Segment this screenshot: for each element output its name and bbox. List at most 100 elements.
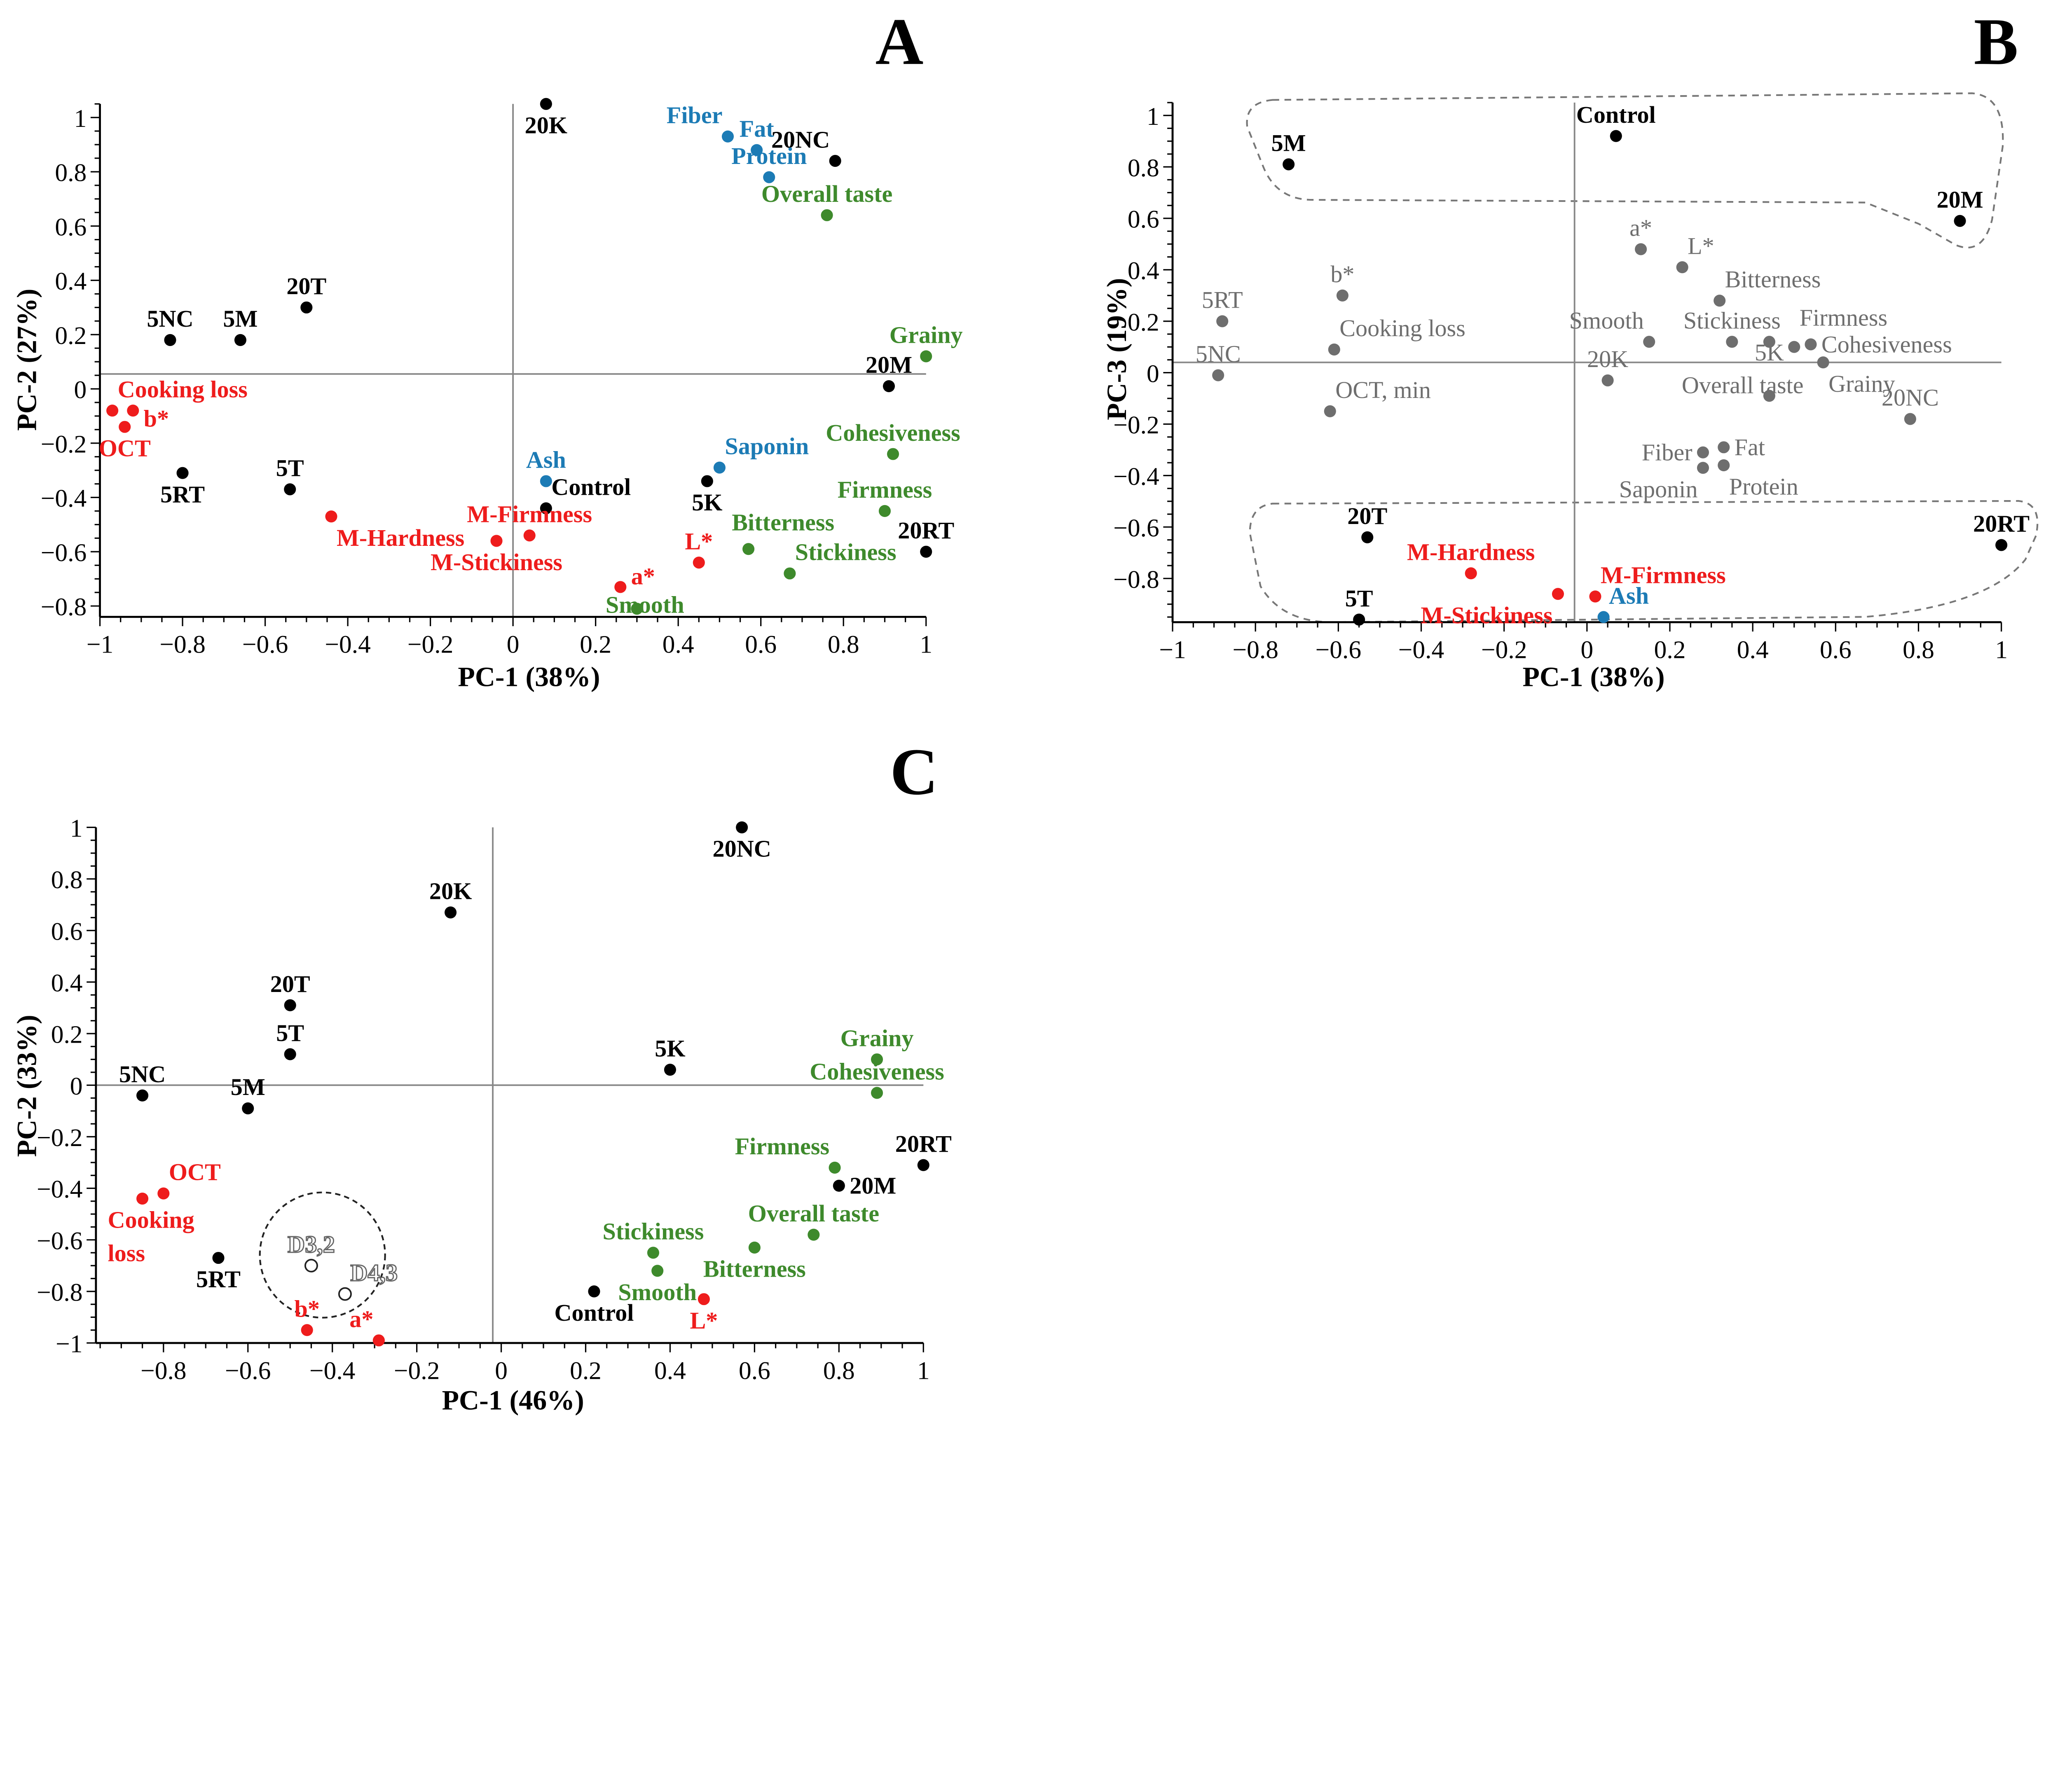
data-point [829,1161,841,1174]
data-point-group: M-Hardness [325,510,464,551]
data-point-group: Bitterness [1714,266,1821,307]
data-point-label: 20T [1347,503,1387,529]
y-tick-label: −0.8 [41,593,87,621]
data-point [540,475,552,487]
data-point-group: 20RT [1973,510,2030,551]
data-point [878,505,891,517]
data-point-group: 5T [1345,585,1373,626]
data-point-label: 20NC [1882,384,1939,411]
data-point [1726,336,1738,348]
y-tick-label: 1 [1147,103,1159,131]
data-point-label: 20NC [713,835,771,862]
data-point [284,483,296,496]
data-point-label: L* [690,1307,718,1334]
data-point-group: M-Stickiness [1421,588,1564,629]
data-point-label: Firmness [1800,304,1887,331]
data-point-label: Cooking loss [1339,315,1465,342]
x-tick-label: −0.6 [225,1357,271,1385]
data-point [1817,356,1829,369]
data-point-label: 5M [223,305,258,332]
x-tick-label: −0.8 [159,631,205,659]
data-point-group: Smooth [606,591,684,618]
data-point [698,1293,710,1305]
particle-size-cluster-outline [259,1191,386,1319]
data-point-group: Fiber [1642,439,1709,466]
data-point [1324,405,1336,417]
data-point [651,1265,664,1277]
data-point [242,1102,254,1115]
data-point [829,155,841,167]
data-point [693,557,705,569]
data-point [1610,130,1622,142]
data-point-group: Grainy [840,1025,914,1066]
data-point-label: 5RT [1202,286,1243,313]
x-tick-label: −0.2 [394,1357,440,1385]
data-point-group: 20T [286,273,326,313]
data-point-group: Grainy [1817,356,1895,397]
data-point-group: Stickiness [784,539,897,580]
data-point-group: 5T [276,1020,304,1060]
data-point-group: OCT, min [1324,377,1431,417]
data-point-label: Stickiness [795,539,897,566]
data-point-label: Cooking loss [118,376,248,402]
data-point [588,1285,600,1298]
data-point-group: 5RT [1202,286,1243,328]
y-tick-label: −0.8 [37,1278,82,1306]
data-point-label: Grainy [890,322,963,349]
data-point-group: Cooking loss [108,1193,194,1267]
data-point [1805,338,1817,351]
x-tick-label: −1 [87,631,113,659]
data-point [490,535,503,547]
x-tick-label: 0.4 [1737,636,1769,664]
data-point [1635,243,1647,255]
data-point-group: Saponin [713,433,809,474]
data-point-label: L* [1688,232,1714,259]
data-point [647,1247,660,1259]
data-point-group: Control [555,1285,634,1326]
x-tick-label: 0.6 [1820,636,1852,664]
data-point-label: 5T [1345,585,1373,612]
y-axis-title: PC-2 (27%) [11,289,42,431]
data-point [106,405,119,417]
x-tick-label: 0.4 [654,1357,686,1385]
data-point-label: b* [144,405,169,432]
data-point-label: Bitterness [703,1256,806,1282]
data-point [338,1287,352,1301]
data-point [784,567,796,580]
x-tick-label: −0.4 [1398,636,1444,664]
data-point-label: M-Stickiness [1421,602,1552,629]
x-tick-label: 1 [917,1357,930,1385]
data-point-group: Overall taste [1682,372,1804,402]
data-point-label: Protein [731,143,807,169]
y-tick-label: −0.6 [1113,514,1159,542]
data-point [871,1087,883,1099]
data-point-group: Ash [526,447,566,487]
y-tick-label: 0 [74,376,87,404]
y-tick-label: 0 [1147,360,1159,388]
data-point [212,1252,225,1264]
data-point-group: Overall taste [761,180,892,221]
data-point-group: 5NC [119,1061,166,1102]
cluster-outline-bottom [1249,500,2039,623]
data-point-group: a* [614,563,655,593]
data-point [136,1193,149,1205]
data-point-group: 5RT [160,467,205,508]
data-point [1643,336,1655,348]
data-point-label: Grainy [840,1025,914,1051]
data-point-group: L* [685,528,713,569]
panel-a-biplot: −1 −0.8 −0.6 −0.4 −0.2 0 0.2 0.4 0.6 0.8 110.80.60… [11,98,963,692]
data-point [445,906,457,919]
data-point-group: L* [1676,232,1714,274]
data-point-label: Saponin [725,433,809,460]
data-point-label: Cooking loss [108,1207,194,1267]
y-tick-label: −0.2 [1113,411,1159,439]
data-point [157,1187,170,1200]
y-tick-label: −1 [56,1330,82,1358]
panel-b-biplot: −1 −0.8 −0.6 −0.4 −0.2 0 0.2 0.4 0.6 0.8 1 1 0.8 0.6 0… [1101,92,2039,692]
data-point [234,334,246,346]
data-point [920,545,932,558]
data-point-group: a* [1629,215,1652,255]
y-tick-label: 0.6 [55,213,87,241]
data-point [748,1241,761,1254]
data-point-label: 5K [1755,339,1784,366]
